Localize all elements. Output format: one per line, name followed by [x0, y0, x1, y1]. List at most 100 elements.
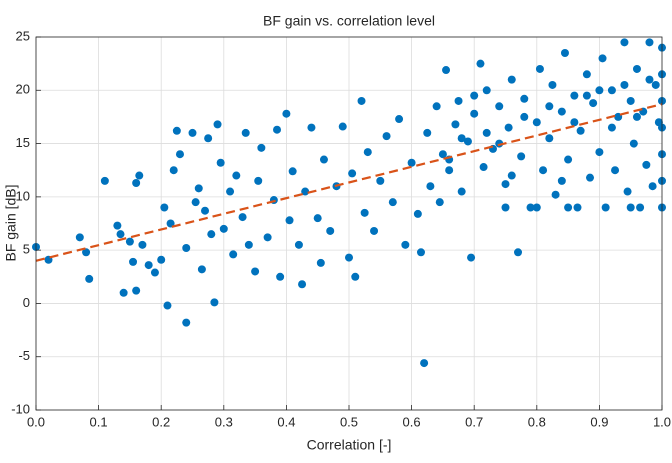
- point: [238, 213, 247, 222]
- point: [144, 261, 153, 270]
- y-tick-label: -5: [18, 348, 30, 363]
- point: [629, 139, 638, 148]
- point: [113, 221, 122, 230]
- y-tick-label: 10: [16, 188, 30, 203]
- x-tick-label: 0.0: [27, 414, 45, 429]
- point: [197, 265, 206, 274]
- point: [100, 176, 109, 185]
- point: [395, 115, 404, 124]
- point: [413, 209, 422, 218]
- point: [582, 70, 591, 79]
- point: [504, 123, 513, 132]
- point: [457, 187, 466, 196]
- point: [288, 167, 297, 176]
- point: [254, 176, 263, 185]
- point: [370, 226, 379, 235]
- point: [316, 258, 325, 267]
- point: [216, 158, 225, 167]
- point: [470, 109, 479, 118]
- point: [376, 176, 385, 185]
- point: [648, 182, 657, 191]
- y-tick-label: -10: [11, 401, 30, 416]
- point: [432, 102, 441, 111]
- point: [423, 128, 432, 137]
- point: [116, 230, 125, 239]
- point: [442, 66, 451, 75]
- point: [219, 224, 228, 233]
- point: [645, 38, 654, 47]
- point: [607, 123, 616, 132]
- point: [501, 203, 510, 212]
- point: [326, 226, 335, 235]
- point: [172, 126, 181, 135]
- x-tick-label: 0.3: [215, 414, 233, 429]
- point: [623, 187, 632, 196]
- point: [194, 184, 203, 193]
- point: [319, 155, 328, 164]
- point: [598, 54, 607, 63]
- y-axis-label: BF gain [dB]: [3, 184, 19, 261]
- point: [125, 237, 134, 246]
- point: [564, 203, 573, 212]
- point: [276, 272, 285, 281]
- point: [75, 233, 84, 242]
- point: [611, 166, 620, 175]
- point: [582, 91, 591, 100]
- point: [438, 150, 447, 159]
- x-tick-label: 0.2: [152, 414, 170, 429]
- point: [338, 122, 347, 131]
- point: [476, 59, 485, 68]
- point: [636, 203, 645, 212]
- point: [301, 187, 310, 196]
- point: [273, 125, 282, 134]
- point: [545, 134, 554, 143]
- point: [85, 274, 94, 283]
- point: [229, 250, 238, 259]
- point: [435, 198, 444, 207]
- point: [557, 107, 566, 116]
- point: [482, 128, 491, 137]
- point: [595, 148, 604, 157]
- point: [467, 253, 476, 262]
- y-tick-label: 0: [23, 295, 30, 310]
- point: [294, 240, 303, 249]
- point: [138, 240, 147, 249]
- point: [520, 112, 529, 121]
- point: [526, 203, 535, 212]
- point: [626, 96, 635, 105]
- point: [545, 102, 554, 111]
- point: [160, 203, 169, 212]
- point: [651, 80, 660, 89]
- point: [479, 163, 488, 172]
- point: [363, 148, 372, 157]
- point: [551, 190, 560, 199]
- point: [535, 64, 544, 73]
- point: [169, 166, 178, 175]
- point: [570, 118, 579, 127]
- point: [520, 94, 529, 103]
- point: [382, 132, 391, 141]
- point: [607, 86, 616, 95]
- point: [463, 137, 472, 146]
- point: [357, 96, 366, 105]
- point: [313, 214, 322, 223]
- point: [426, 182, 435, 191]
- x-tick-label: 0.6: [403, 414, 421, 429]
- y-tick-label: 5: [23, 242, 30, 257]
- point: [150, 268, 159, 277]
- x-tick-label: 0.9: [590, 414, 608, 429]
- point: [226, 187, 235, 196]
- point: [632, 112, 641, 121]
- point: [132, 286, 141, 295]
- point: [119, 288, 128, 297]
- point: [626, 203, 635, 212]
- y-tick-label: 20: [16, 82, 30, 97]
- point: [263, 233, 272, 242]
- point: [401, 240, 410, 249]
- point: [514, 248, 523, 257]
- point: [501, 180, 510, 189]
- point: [548, 80, 557, 89]
- point: [445, 166, 454, 175]
- point: [213, 120, 222, 129]
